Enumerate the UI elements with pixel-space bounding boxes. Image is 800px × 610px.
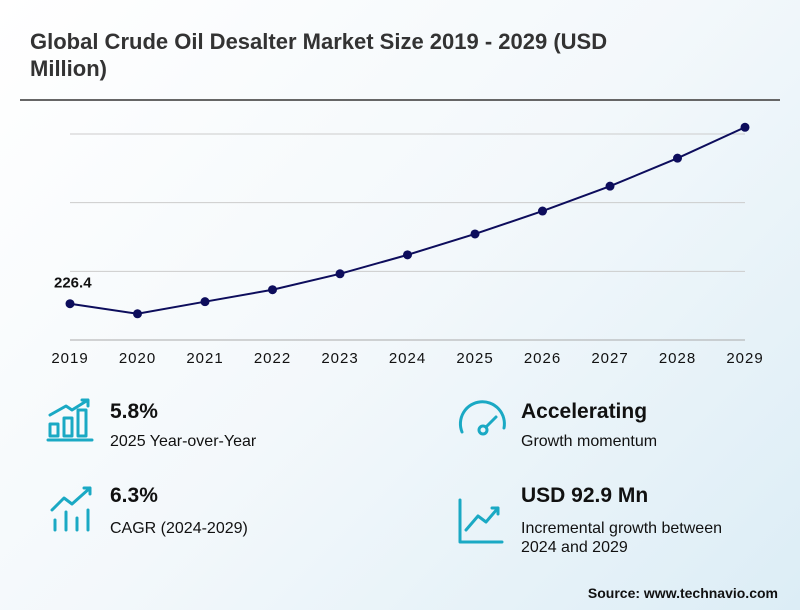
point (268, 285, 277, 295)
point (200, 297, 210, 307)
icon-gauge (458, 400, 506, 436)
point (65, 299, 75, 309)
x-tick-label: 2021 (186, 350, 223, 367)
divider (20, 99, 780, 101)
x-tick-label: 2027 (591, 350, 628, 367)
x-tick-label: 2026 (524, 350, 561, 367)
icon-growth (458, 498, 504, 544)
chart-title: Global Crude Oil Desalter Market Size 20… (30, 29, 608, 81)
x-tick-label: 2023 (321, 350, 358, 367)
point (403, 250, 412, 260)
stat-value: 6.3% (110, 484, 158, 507)
x-tick-label: 2025 (456, 350, 493, 367)
point (335, 269, 345, 279)
stat-value: USD 92.9 Mn (521, 484, 649, 507)
x-tick-label: 2024 (389, 350, 426, 367)
point (605, 181, 615, 191)
icons (46, 398, 506, 544)
source: Source: www.technavio.com (587, 585, 778, 601)
stat-label: 2025 Year-over-Year (110, 433, 257, 450)
stat-value: Accelerating (521, 400, 648, 423)
icon-bars (46, 398, 94, 442)
stat-label: CAGR (2024-2029) (110, 520, 248, 537)
stat-label: Growth momentum (521, 433, 658, 450)
x-tick-label: 2029 (726, 350, 763, 367)
stat-value: 5.8% (110, 400, 158, 423)
stat-label: Incremental growth between 2024 and 2029 (521, 520, 722, 556)
data-label: 226.4 (54, 275, 92, 292)
x-tick-label: 2020 (119, 350, 156, 367)
point (740, 122, 750, 132)
x-tick-label: 2028 (659, 350, 696, 367)
line (69, 126, 746, 315)
point (133, 309, 142, 319)
point (470, 229, 480, 239)
x-tick-label: 2019 (51, 350, 88, 367)
point (538, 206, 547, 216)
point (673, 153, 682, 163)
icon-cagr (50, 486, 92, 532)
x-tick-label: 2022 (254, 350, 291, 367)
